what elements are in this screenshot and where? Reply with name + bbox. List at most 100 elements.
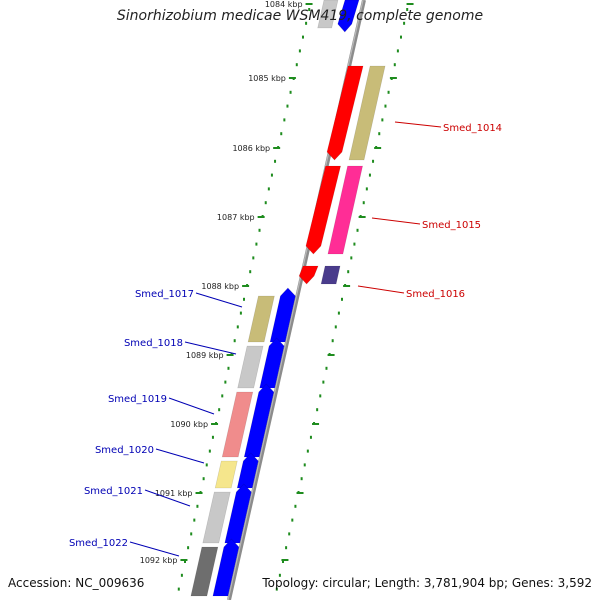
labels-layer: Smed_1014 Smed_1015 Smed_1016 Smed_1017 Smed… bbox=[69, 121, 502, 557]
tick-track-right-dot bbox=[356, 228, 359, 232]
tick-track-left-dot bbox=[308, 8, 311, 11]
reverse-gene-cog-block bbox=[247, 295, 275, 343]
tick-track-left-dot bbox=[239, 311, 242, 315]
reverse-gene-cog-block bbox=[202, 491, 231, 544]
tick-track-left-dot bbox=[180, 573, 183, 577]
gene-label: Smed_1014 bbox=[443, 123, 502, 134]
tick-track-right-dot bbox=[285, 546, 288, 550]
tick-track-right-dot bbox=[384, 104, 387, 108]
tick-track-left-dot bbox=[267, 187, 270, 191]
leader-line bbox=[184, 341, 237, 355]
tick-track-right-dot bbox=[406, 8, 409, 11]
gene-label: Smed_1018 bbox=[124, 338, 183, 349]
tick-track-right-dot bbox=[316, 408, 319, 412]
tick-track-left-dot bbox=[274, 159, 277, 163]
forward-gene-arrow bbox=[298, 265, 319, 285]
partial-gene-arrow bbox=[337, 0, 360, 33]
leader-line bbox=[144, 489, 191, 507]
tick-track-right-dot bbox=[322, 380, 325, 384]
gene-label: Smed_1019 bbox=[108, 394, 167, 405]
tick-track-left-dot bbox=[252, 256, 255, 260]
tick-label: 1086 kbp bbox=[232, 144, 270, 153]
leader-line bbox=[357, 285, 405, 294]
tick-track-right-dot bbox=[396, 49, 399, 53]
tick-track-left-dot bbox=[227, 366, 230, 370]
tick-track-left-dot bbox=[286, 104, 289, 108]
reverse-gene-arrow bbox=[212, 538, 240, 597]
tick-track-right-dot bbox=[381, 118, 384, 122]
tick-track-left-dot bbox=[298, 49, 301, 53]
tick-track-left-dot bbox=[218, 408, 221, 412]
tick-track-right-dot bbox=[334, 325, 337, 329]
tick-track-left-dot bbox=[211, 435, 214, 439]
genes-layer bbox=[190, 0, 386, 597]
tick-track-right-dot bbox=[365, 187, 368, 191]
gene-label: Smed_1021 bbox=[84, 486, 143, 497]
leader-line bbox=[371, 217, 421, 225]
tick-label: 1085 kbp bbox=[248, 74, 286, 83]
leader-line bbox=[129, 541, 180, 557]
tick-track-right-dot bbox=[331, 339, 334, 343]
tick-track-right-dot bbox=[399, 35, 402, 39]
tick-track-left-dot bbox=[202, 477, 205, 481]
tick-track-right-dot bbox=[350, 256, 353, 260]
tick-track-left-dot bbox=[193, 518, 196, 522]
tick-track-left-dot bbox=[301, 35, 304, 39]
tick-track-right-dot bbox=[278, 573, 281, 577]
tick-track-left-dot bbox=[205, 463, 208, 467]
tick-track-right-dot bbox=[368, 173, 371, 177]
reverse-gene-cog-block bbox=[221, 391, 254, 458]
tick-track-right-dot bbox=[403, 21, 406, 25]
tick-track-left-dot bbox=[196, 504, 199, 508]
tick-track-left-dot bbox=[224, 380, 227, 384]
forward-gene-cog-block bbox=[348, 65, 386, 161]
forward-gene-cog-block bbox=[327, 165, 363, 255]
tick-track-left-dot bbox=[280, 132, 283, 136]
tick-label: 1092 kbp bbox=[140, 556, 178, 565]
leader-line bbox=[155, 448, 205, 464]
leader-line bbox=[195, 292, 243, 308]
tick-track-left-dot bbox=[255, 242, 258, 246]
forward-gene-arrow bbox=[305, 165, 341, 255]
tick-track-right-dot bbox=[300, 477, 303, 481]
gene-label: Smed_1022 bbox=[69, 538, 128, 549]
gene-label: Smed_1015 bbox=[422, 220, 481, 231]
reverse-gene-arrow bbox=[259, 337, 285, 389]
tick-label: 1089 kbp bbox=[186, 351, 224, 360]
tick-track-right-dot bbox=[309, 435, 312, 439]
tick-track-left-dot bbox=[184, 560, 186, 563]
topology-label: Topology: circular; Length: 3,781,904 bp… bbox=[262, 576, 592, 590]
forward-gene-arrow bbox=[326, 65, 364, 161]
tick-track-right-dot bbox=[347, 270, 350, 274]
map-title: Sinorhizobium medicae WSM419, complete g… bbox=[116, 8, 484, 24]
tick-track-right-dot bbox=[319, 394, 322, 398]
tick-label: 1091 kbp bbox=[155, 489, 193, 498]
tick-track-right-dot bbox=[372, 159, 375, 163]
tick-track-right-dot bbox=[387, 90, 390, 94]
tick-track-right-dot bbox=[337, 311, 340, 315]
partial-gene-cog-block bbox=[317, 0, 339, 29]
tick-track-right-dot bbox=[294, 504, 297, 508]
leader-line bbox=[394, 121, 442, 128]
tick-track-left-dot bbox=[208, 449, 211, 453]
tick-track-left-dot bbox=[236, 325, 239, 329]
tick-label: 1087 kbp bbox=[217, 213, 255, 222]
tick-track-right-dot bbox=[340, 297, 343, 301]
tick-track-left-dot bbox=[190, 532, 193, 536]
reverse-gene-cog-block bbox=[214, 460, 238, 489]
forward-gene-cog-block bbox=[320, 265, 341, 285]
gene-label: Smed_1020 bbox=[95, 445, 154, 456]
tick-track-left-dot bbox=[305, 21, 308, 25]
tick-track-right-dot bbox=[288, 532, 291, 536]
tick-track-right-dot bbox=[378, 132, 381, 136]
tick-label: 1084 kbp bbox=[265, 0, 303, 9]
tick-track-left-dot bbox=[258, 228, 261, 232]
tick-track-right-dot bbox=[362, 201, 365, 205]
tick-track-right-dot bbox=[303, 463, 306, 467]
tick-track-right-dot bbox=[393, 63, 396, 67]
tick-track-right-dot bbox=[306, 449, 309, 453]
tick-track-left-dot bbox=[177, 587, 180, 591]
tick-track-right-dot bbox=[353, 242, 356, 246]
leader-line bbox=[168, 397, 215, 415]
